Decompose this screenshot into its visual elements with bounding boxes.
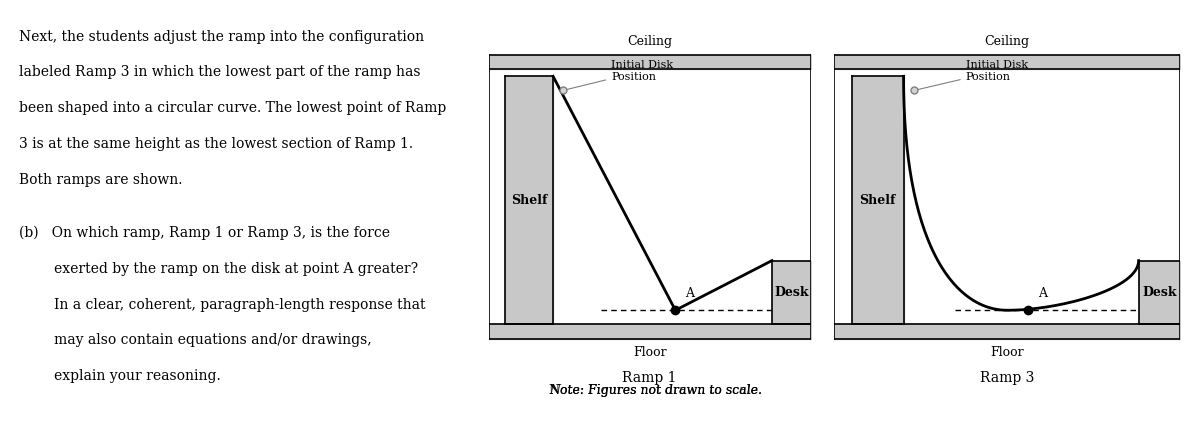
Text: labeled Ramp 3 in which the lowest part of the ramp has: labeled Ramp 3 in which the lowest part … — [19, 65, 421, 79]
Text: may also contain equations and/or drawings,: may also contain equations and/or drawin… — [19, 333, 372, 347]
Text: Ceiling: Ceiling — [627, 35, 672, 48]
Text: Initial Disk
Position: Initial Disk Position — [565, 60, 673, 90]
Text: In a clear, coherent, paragraph-length response that: In a clear, coherent, paragraph-length r… — [19, 298, 426, 311]
Text: been shaped into a circular curve. The lowest point of Ramp: been shaped into a circular curve. The l… — [19, 101, 446, 115]
Text: exerted by the ramp on the disk at point A greater?: exerted by the ramp on the disk at point… — [19, 262, 418, 276]
Text: explain your reasoning.: explain your reasoning. — [19, 369, 221, 383]
Text: Shelf: Shelf — [510, 194, 547, 207]
Text: Ramp 3: Ramp 3 — [980, 371, 1035, 384]
Text: Ramp 1: Ramp 1 — [622, 371, 677, 384]
Text: Floor: Floor — [991, 346, 1024, 359]
Text: Ceiling: Ceiling — [985, 35, 1030, 48]
Text: A: A — [1038, 287, 1048, 300]
Text: (b)   On which ramp, Ramp 1 or Ramp 3, is the force: (b) On which ramp, Ramp 1 or Ramp 3, is … — [19, 226, 390, 240]
Text: Desk: Desk — [1142, 286, 1177, 299]
Text: Both ramps are shown.: Both ramps are shown. — [19, 173, 182, 187]
Text: Initial Disk
Position: Initial Disk Position — [917, 60, 1028, 90]
Text: A: A — [685, 287, 694, 300]
Text: Note: Figures not drawn to scale.: Note: Figures not drawn to scale. — [550, 384, 762, 397]
Text: Shelf: Shelf — [859, 194, 896, 207]
Text: Next, the students adjust the ramp into the configuration: Next, the students adjust the ramp into … — [19, 30, 424, 43]
Text: Desk: Desk — [774, 286, 808, 299]
Text: Floor: Floor — [633, 346, 666, 359]
Text: 3 is at the same height as the lowest section of Ramp 1.: 3 is at the same height as the lowest se… — [19, 137, 414, 151]
Text: Note: Figures not drawn to scale.: Note: Figures not drawn to scale. — [550, 384, 762, 397]
